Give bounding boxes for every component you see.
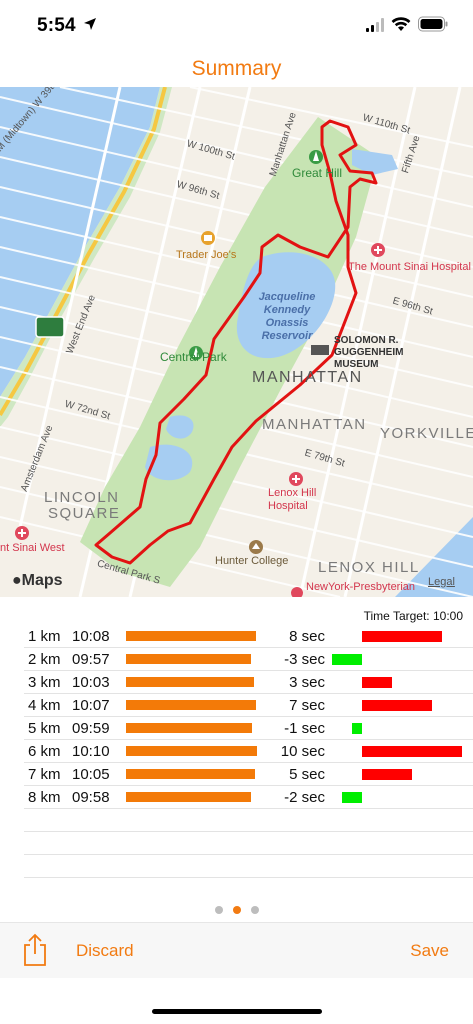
- slower-bar: [362, 746, 462, 757]
- split-row: 4 km 10:07 7 sec: [24, 694, 473, 717]
- poi-sinai-west: nt Sinai West: [0, 542, 65, 554]
- faster-bar: [352, 723, 362, 734]
- split-distance: 1 km: [28, 628, 61, 645]
- page-dot[interactable]: [232, 906, 241, 914]
- pace-bar: [126, 700, 256, 710]
- district-label: YORKVILLE: [380, 425, 473, 442]
- empty-row: [24, 855, 473, 878]
- page-indicator[interactable]: [0, 901, 473, 914]
- split-row: 7 km 10:05 5 sec: [24, 763, 473, 786]
- save-button[interactable]: Save: [410, 941, 449, 960]
- location-arrow-icon: [84, 18, 96, 30]
- split-difference: -3 sec: [284, 651, 325, 668]
- poi-hunter-college: Hunter College: [215, 555, 289, 567]
- page-dot[interactable]: [214, 906, 223, 914]
- split-distance: 8 km: [28, 789, 61, 806]
- district-label: MANHATTAN: [262, 416, 367, 433]
- pace-bar: [126, 792, 251, 802]
- poi-mount-sinai: The Mount Sinai Hospital: [348, 261, 471, 273]
- page-dot[interactable]: [250, 906, 259, 914]
- district-label: MANHATTAN: [252, 369, 363, 386]
- pace-bar: [126, 654, 251, 664]
- poi-central-park: Central Park: [160, 350, 227, 364]
- faster-bar: [332, 654, 362, 665]
- empty-row: [24, 809, 473, 832]
- split-distance: 4 km: [28, 697, 61, 714]
- home-indicator: [152, 1009, 322, 1014]
- poi-great-hill: Great Hill: [292, 166, 343, 180]
- split-difference: 7 sec: [289, 697, 325, 714]
- slower-bar: [362, 700, 432, 711]
- split-pace: 09:58: [72, 789, 110, 806]
- split-row: 8 km 09:58 -2 sec: [24, 786, 473, 809]
- split-distance: 3 km: [28, 674, 61, 691]
- pace-bar: [126, 677, 254, 687]
- split-distance: 2 km: [28, 651, 61, 668]
- poi-guggenheim: SOLOMON R. GUGGENHEIM MUSEUM: [334, 335, 404, 370]
- split-distance: 7 km: [28, 766, 61, 783]
- split-distance: 5 km: [28, 720, 61, 737]
- share-icon[interactable]: [22, 933, 48, 967]
- slower-bar: [362, 631, 442, 642]
- district-label: LINCOLN: [44, 489, 120, 506]
- split-pace: 10:07: [72, 697, 110, 714]
- split-row: 2 km 09:57 -3 sec: [24, 648, 473, 671]
- split-difference: -1 sec: [284, 720, 325, 737]
- splits-table: Time Target: 10:00 1 km 10:08 8 sec 2 km 09:…: [0, 597, 473, 897]
- split-difference: 3 sec: [289, 674, 325, 691]
- pace-bar: [126, 746, 257, 756]
- route-map[interactable]: W 110th St W 100th St W 96th St Manhatta…: [0, 87, 473, 597]
- slower-bar: [362, 677, 392, 688]
- pace-bar: [126, 769, 255, 779]
- district-label: SQUARE: [48, 505, 121, 522]
- split-pace: 09:57: [72, 651, 110, 668]
- status-time: 5:54: [37, 15, 76, 36]
- split-pace: 10:08: [72, 628, 110, 645]
- status-bar: 5:54: [0, 0, 473, 52]
- split-row: 5 km 09:59 -1 sec: [24, 717, 473, 740]
- empty-row: [24, 832, 473, 855]
- split-row: 6 km 10:10 10 sec: [24, 740, 473, 763]
- district-label: LENOX HILL: [318, 559, 420, 576]
- split-distance: 6 km: [28, 743, 61, 760]
- apple-maps-logo: ●Maps: [12, 572, 63, 589]
- split-pace: 09:59: [72, 720, 110, 737]
- poi-presbyterian: NewYork-Presbyterian: [306, 581, 416, 593]
- discard-button[interactable]: Discard: [76, 941, 134, 960]
- reservoir-label: Jacqueline Kennedy Onassis Reservoir: [258, 291, 316, 342]
- pace-bar: [126, 723, 252, 733]
- battery-icon: [418, 16, 448, 32]
- poi-trader-joes: Trader Joe's: [176, 249, 237, 261]
- wifi-icon: [391, 17, 411, 31]
- split-row: 1 km 10:08 8 sec: [24, 625, 473, 648]
- faster-bar: [342, 792, 362, 803]
- poi-lenox-hill: Lenox Hill Hospital: [268, 487, 317, 512]
- split-pace: 10:03: [72, 674, 110, 691]
- legal-link[interactable]: Legal: [428, 576, 455, 588]
- bottom-toolbar: Discard Save: [0, 922, 473, 978]
- split-difference: 5 sec: [289, 766, 325, 783]
- map-canvas: [0, 87, 473, 597]
- page-title: Summary: [191, 57, 282, 80]
- split-row: 3 km 10:03 3 sec: [24, 671, 473, 694]
- split-pace: 10:05: [72, 766, 110, 783]
- cellular-signal-icon: [366, 18, 384, 32]
- split-difference: 8 sec: [289, 628, 325, 645]
- pace-bar: [126, 631, 256, 641]
- split-difference: 10 sec: [280, 743, 325, 760]
- apple-logo-icon: ●: [12, 572, 22, 589]
- time-target: Time Target: 10:00: [363, 609, 463, 623]
- split-pace: 10:10: [72, 743, 110, 760]
- split-difference: -2 sec: [284, 789, 325, 806]
- slower-bar: [362, 769, 412, 780]
